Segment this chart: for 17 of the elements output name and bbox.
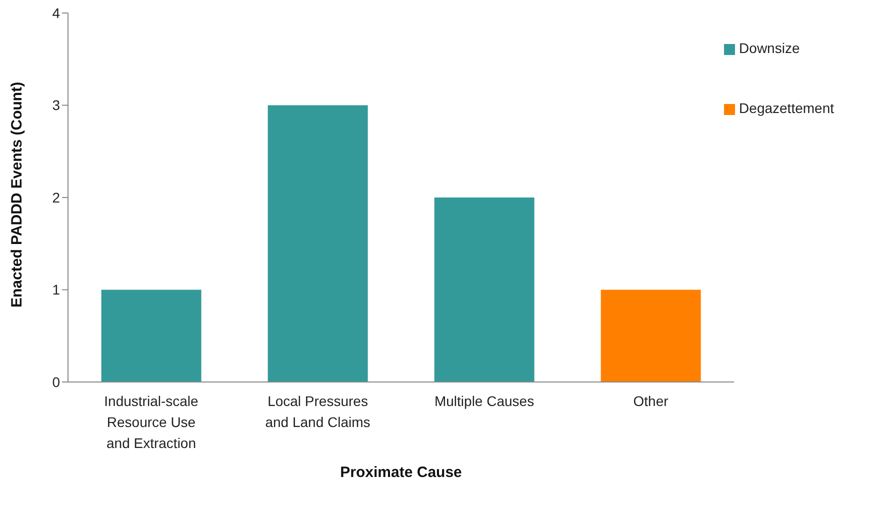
x-axis-title: Proximate Cause bbox=[340, 464, 462, 481]
y-tick-label: 3 bbox=[52, 97, 60, 114]
y-axis-title: Enacted PADDD Events (Count) bbox=[8, 82, 26, 308]
x-tick-label: Local Pressures and Land Claims bbox=[265, 393, 370, 430]
legend-label: Downsize bbox=[739, 40, 800, 56]
bar bbox=[268, 105, 368, 382]
bar bbox=[434, 198, 534, 382]
bar bbox=[600, 290, 701, 382]
y-tick-label: 1 bbox=[52, 282, 60, 298]
legend-label: Degazettement bbox=[739, 100, 834, 116]
x-tick-label: Other bbox=[633, 393, 669, 409]
bar bbox=[101, 290, 202, 382]
y-tick-label: 0 bbox=[52, 374, 60, 390]
y-tick-label: 2 bbox=[52, 189, 60, 206]
y-tick-label: 4 bbox=[52, 4, 60, 21]
x-tick-label: Industrial-scale Resource Use and Extraction bbox=[104, 393, 199, 451]
x-tick-label: Multiple Causes bbox=[434, 393, 534, 409]
